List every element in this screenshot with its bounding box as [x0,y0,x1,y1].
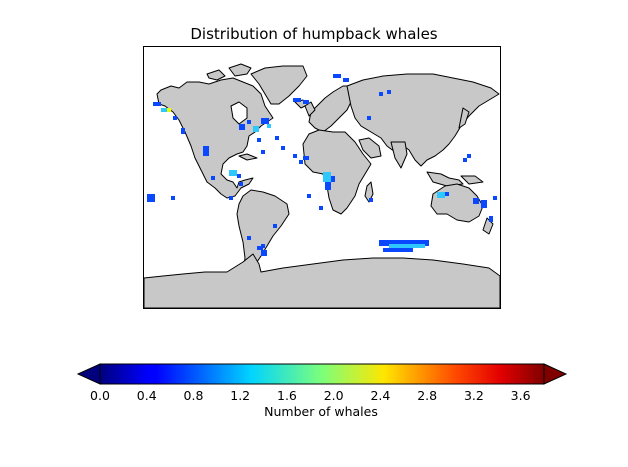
japan [458,107,470,129]
colorbar-gradient [99,363,545,385]
colorbar-tick-label: 3.2 [463,388,484,403]
arctic-islands [206,63,252,81]
colorbar-tick-label: 2.0 [323,388,344,403]
chart-title: Distribution of humpback whales [190,25,438,43]
antarctica [143,253,501,309]
colorbar-tick-label: 1.2 [230,388,251,403]
colorbar-extend-high [543,363,568,385]
colorbar-tick-label: 1.6 [276,388,297,403]
colorbar [76,363,568,385]
colorbar-label: Number of whales [264,404,378,419]
new-guinea [460,175,484,185]
colorbar-extend-low [76,363,101,385]
world-map [143,46,501,309]
colorbar-tick-label: 3.6 [510,388,531,403]
greenland [250,65,308,105]
colorbar-tick-label: 0.0 [90,388,110,403]
colorbar-tick-label: 2.4 [370,388,391,403]
colorbar-tick-label: 2.8 [417,388,438,403]
cuba [238,153,258,161]
india [390,141,408,169]
asia [346,73,500,167]
colorbar-tick-label: 0.4 [136,388,157,403]
observation-cells [147,74,497,256]
hudson-bay [230,101,248,125]
arabia [358,137,382,159]
colorbar-tick-label: 0.8 [183,388,204,403]
indonesia [426,171,464,187]
